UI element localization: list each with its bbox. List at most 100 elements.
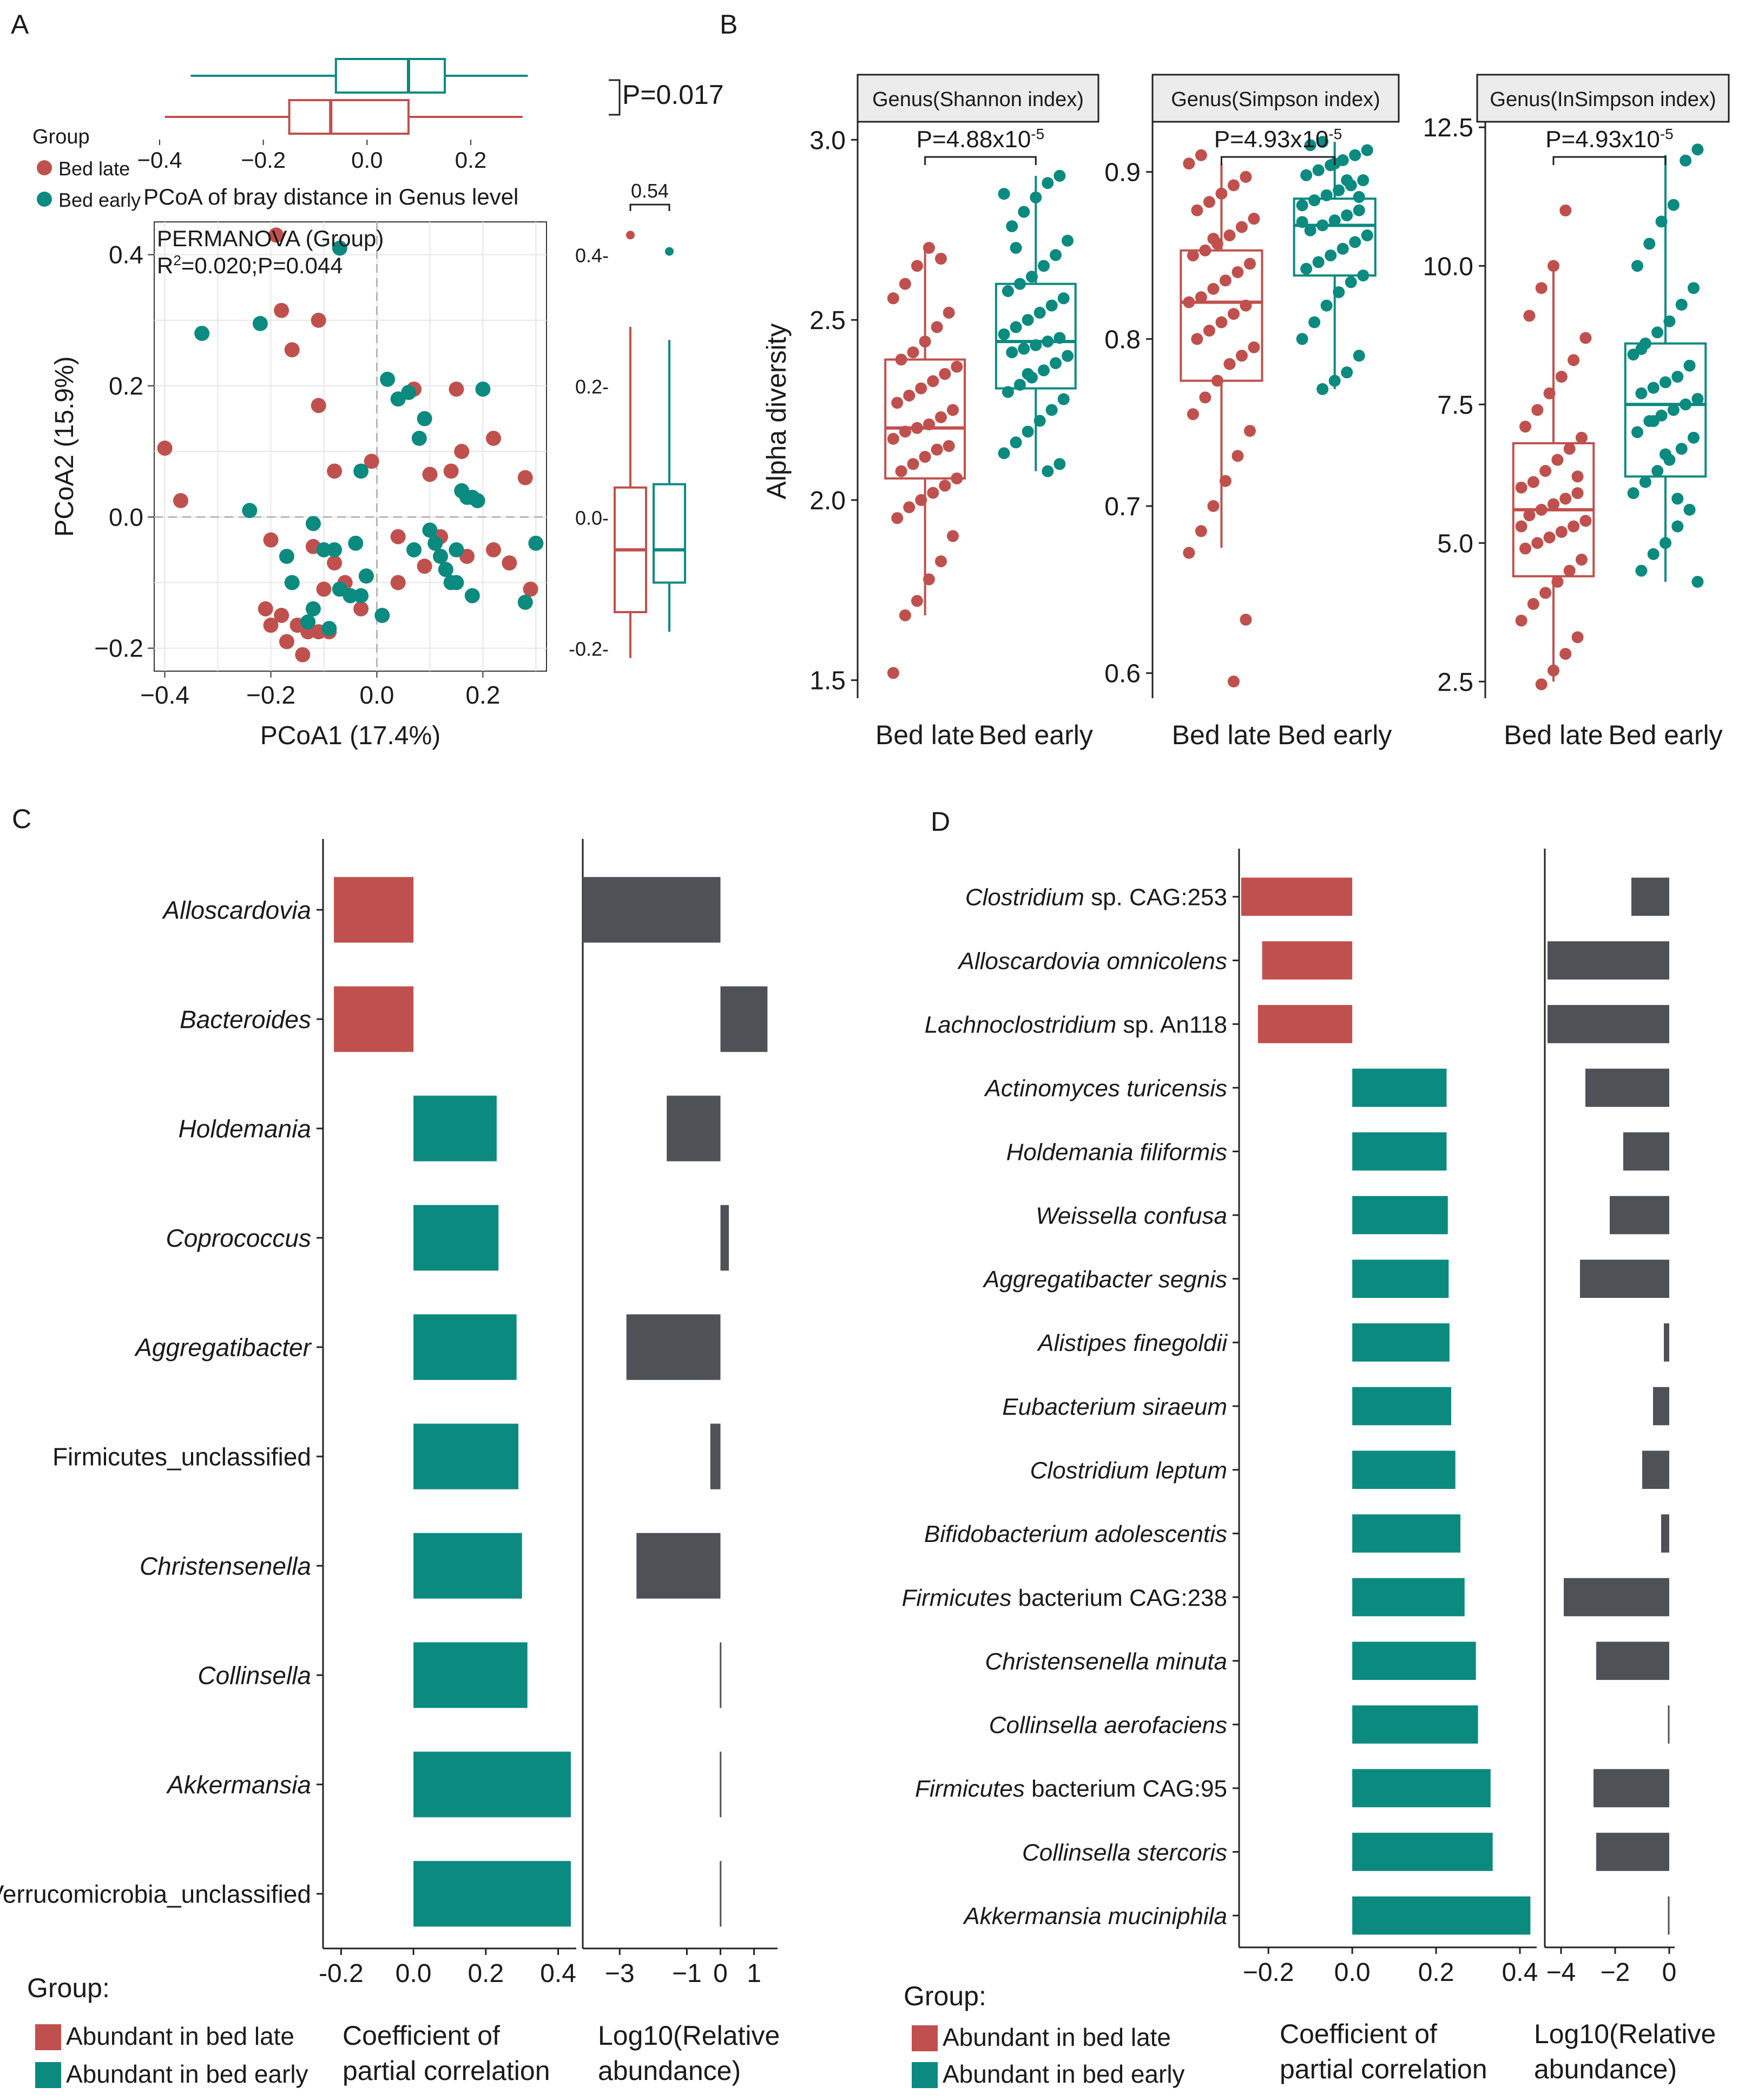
alpha-point [1349, 149, 1361, 161]
pcoa-point-early [464, 588, 480, 603]
alpha-point [1341, 209, 1353, 221]
x-tick-label: −0.4 [140, 681, 189, 709]
facet-y-tick-label: 2.0 [809, 487, 846, 515]
alpha-point [1191, 333, 1203, 345]
alpha-point [1555, 371, 1568, 383]
taxon-label: Holdemania filiformis [1006, 1139, 1227, 1165]
marginal-y-bracket [629, 204, 670, 211]
coef-bar [413, 1533, 522, 1599]
pcoa-point-early [374, 608, 390, 624]
alpha-point [1062, 350, 1074, 362]
alpha-point [1199, 391, 1211, 404]
alpha-point [1671, 520, 1684, 533]
alpha-point [1243, 425, 1256, 437]
pcoa-point-late [454, 444, 470, 460]
alpha-point [887, 667, 899, 679]
alpha-point [1219, 475, 1232, 487]
alpha-point [1316, 136, 1329, 148]
pcoa-point-early [305, 516, 321, 531]
coef-tick-label: 0.0 [1334, 1958, 1371, 1987]
abund-tick-label: −2 [1601, 1958, 1630, 1987]
alpha-point [1030, 191, 1042, 204]
abund-bar [626, 1314, 721, 1380]
facet-strip-label: Genus(InSimpson index) [1490, 88, 1716, 111]
coef-bar [1262, 941, 1353, 980]
alpha-point [1215, 316, 1228, 329]
legend-title-d: Group: [904, 1981, 986, 2011]
alpha-point [943, 440, 955, 452]
alpha-point [1042, 336, 1054, 348]
alpha-point [907, 458, 919, 470]
taxon-label: Collinsella stercoris [1022, 1839, 1227, 1866]
facet-y-tick-label: 3.0 [809, 126, 846, 155]
pcoa-point-late [274, 303, 289, 318]
alpha-point [1527, 598, 1539, 610]
taxon-label: Bifidobacterium adolescentis [924, 1521, 1227, 1547]
alpha-point [1296, 216, 1308, 228]
marginal-x-tick-label: 0.2 [455, 147, 486, 173]
alpha-point [1579, 515, 1592, 527]
x-tick-label: 0.2 [465, 681, 500, 709]
alpha-point [1033, 306, 1046, 319]
taxon-label-part: Bacteroides [180, 1006, 311, 1034]
abund-bar [1664, 1323, 1669, 1362]
alpha-point [1232, 266, 1244, 278]
alpha-point [1022, 314, 1034, 326]
alpha-point [1675, 298, 1688, 311]
alpha-point [1555, 526, 1568, 538]
alpha-point [1691, 143, 1704, 156]
taxon-label: Akkermansia [166, 1771, 311, 1799]
taxon-label: Firmicutes bacterium CAG:238 [901, 1585, 1227, 1611]
abund-bar [720, 986, 768, 1052]
alpha-point [946, 530, 959, 542]
alpha-point [923, 418, 935, 431]
abund-axis-title-1: Log10(Relative [1534, 2019, 1716, 2049]
taxon-label-part: bacterium CAG:238 [1011, 1585, 1227, 1611]
coef-bar [1352, 1833, 1493, 1871]
pcoa-point-late [517, 470, 533, 485]
pcoa-point-late [353, 601, 369, 616]
y-axis-title-b: Alpha diversity [761, 323, 792, 499]
alpha-point [1680, 154, 1692, 167]
coef-tick-label: -0.2 [319, 1959, 364, 1988]
pcoa-point-late [390, 529, 406, 544]
alpha-point [1535, 503, 1548, 516]
alpha-point [1575, 431, 1588, 444]
taxon-label: Clostridium leptum [1030, 1457, 1227, 1484]
pcoa-point-late [364, 454, 379, 469]
pcoa-point-early [300, 614, 316, 630]
alpha-point [1240, 613, 1252, 626]
alpha-point [1304, 139, 1316, 152]
alpha-point [895, 353, 907, 366]
alpha-point [923, 241, 935, 254]
facet-y-tick-label: 2.5 [1437, 668, 1473, 697]
pcoa-point-early [332, 240, 347, 256]
alpha-point [1045, 299, 1058, 312]
facet-strip [1151, 74, 1400, 123]
legend-label-late: Bed late [58, 158, 130, 180]
alpha-point [1053, 169, 1066, 182]
alpha-point [915, 382, 927, 395]
alpha-point [923, 573, 935, 586]
legend-label-early: Abundant in bed early [66, 2060, 308, 2088]
alpha-point [1361, 229, 1373, 241]
alpha-point [1660, 376, 1671, 389]
alpha-point [911, 595, 923, 607]
taxon-label-part: Actinomyces turicensis [984, 1075, 1227, 1102]
coef-bar [1352, 1132, 1447, 1171]
abund-bar [1580, 1259, 1669, 1298]
alpha-point [1183, 158, 1195, 170]
pcoa-title: PCoA of bray distance in Genus level [143, 184, 518, 209]
alpha-point [951, 360, 963, 373]
coef-axis-title-1: Coefficient of [1280, 2019, 1437, 2049]
abund-bar [1593, 1769, 1669, 1808]
marginal-x-tick-label: −0.4 [137, 147, 182, 173]
pcoa-point-early [411, 430, 427, 446]
alpha-point [1211, 375, 1223, 387]
alpha-point [1647, 382, 1660, 394]
coef-bar [1352, 1387, 1451, 1426]
alpha-point [1639, 476, 1651, 488]
alpha-point [1195, 149, 1207, 161]
alpha-point [998, 328, 1010, 340]
pcoa-point-early [327, 542, 343, 557]
